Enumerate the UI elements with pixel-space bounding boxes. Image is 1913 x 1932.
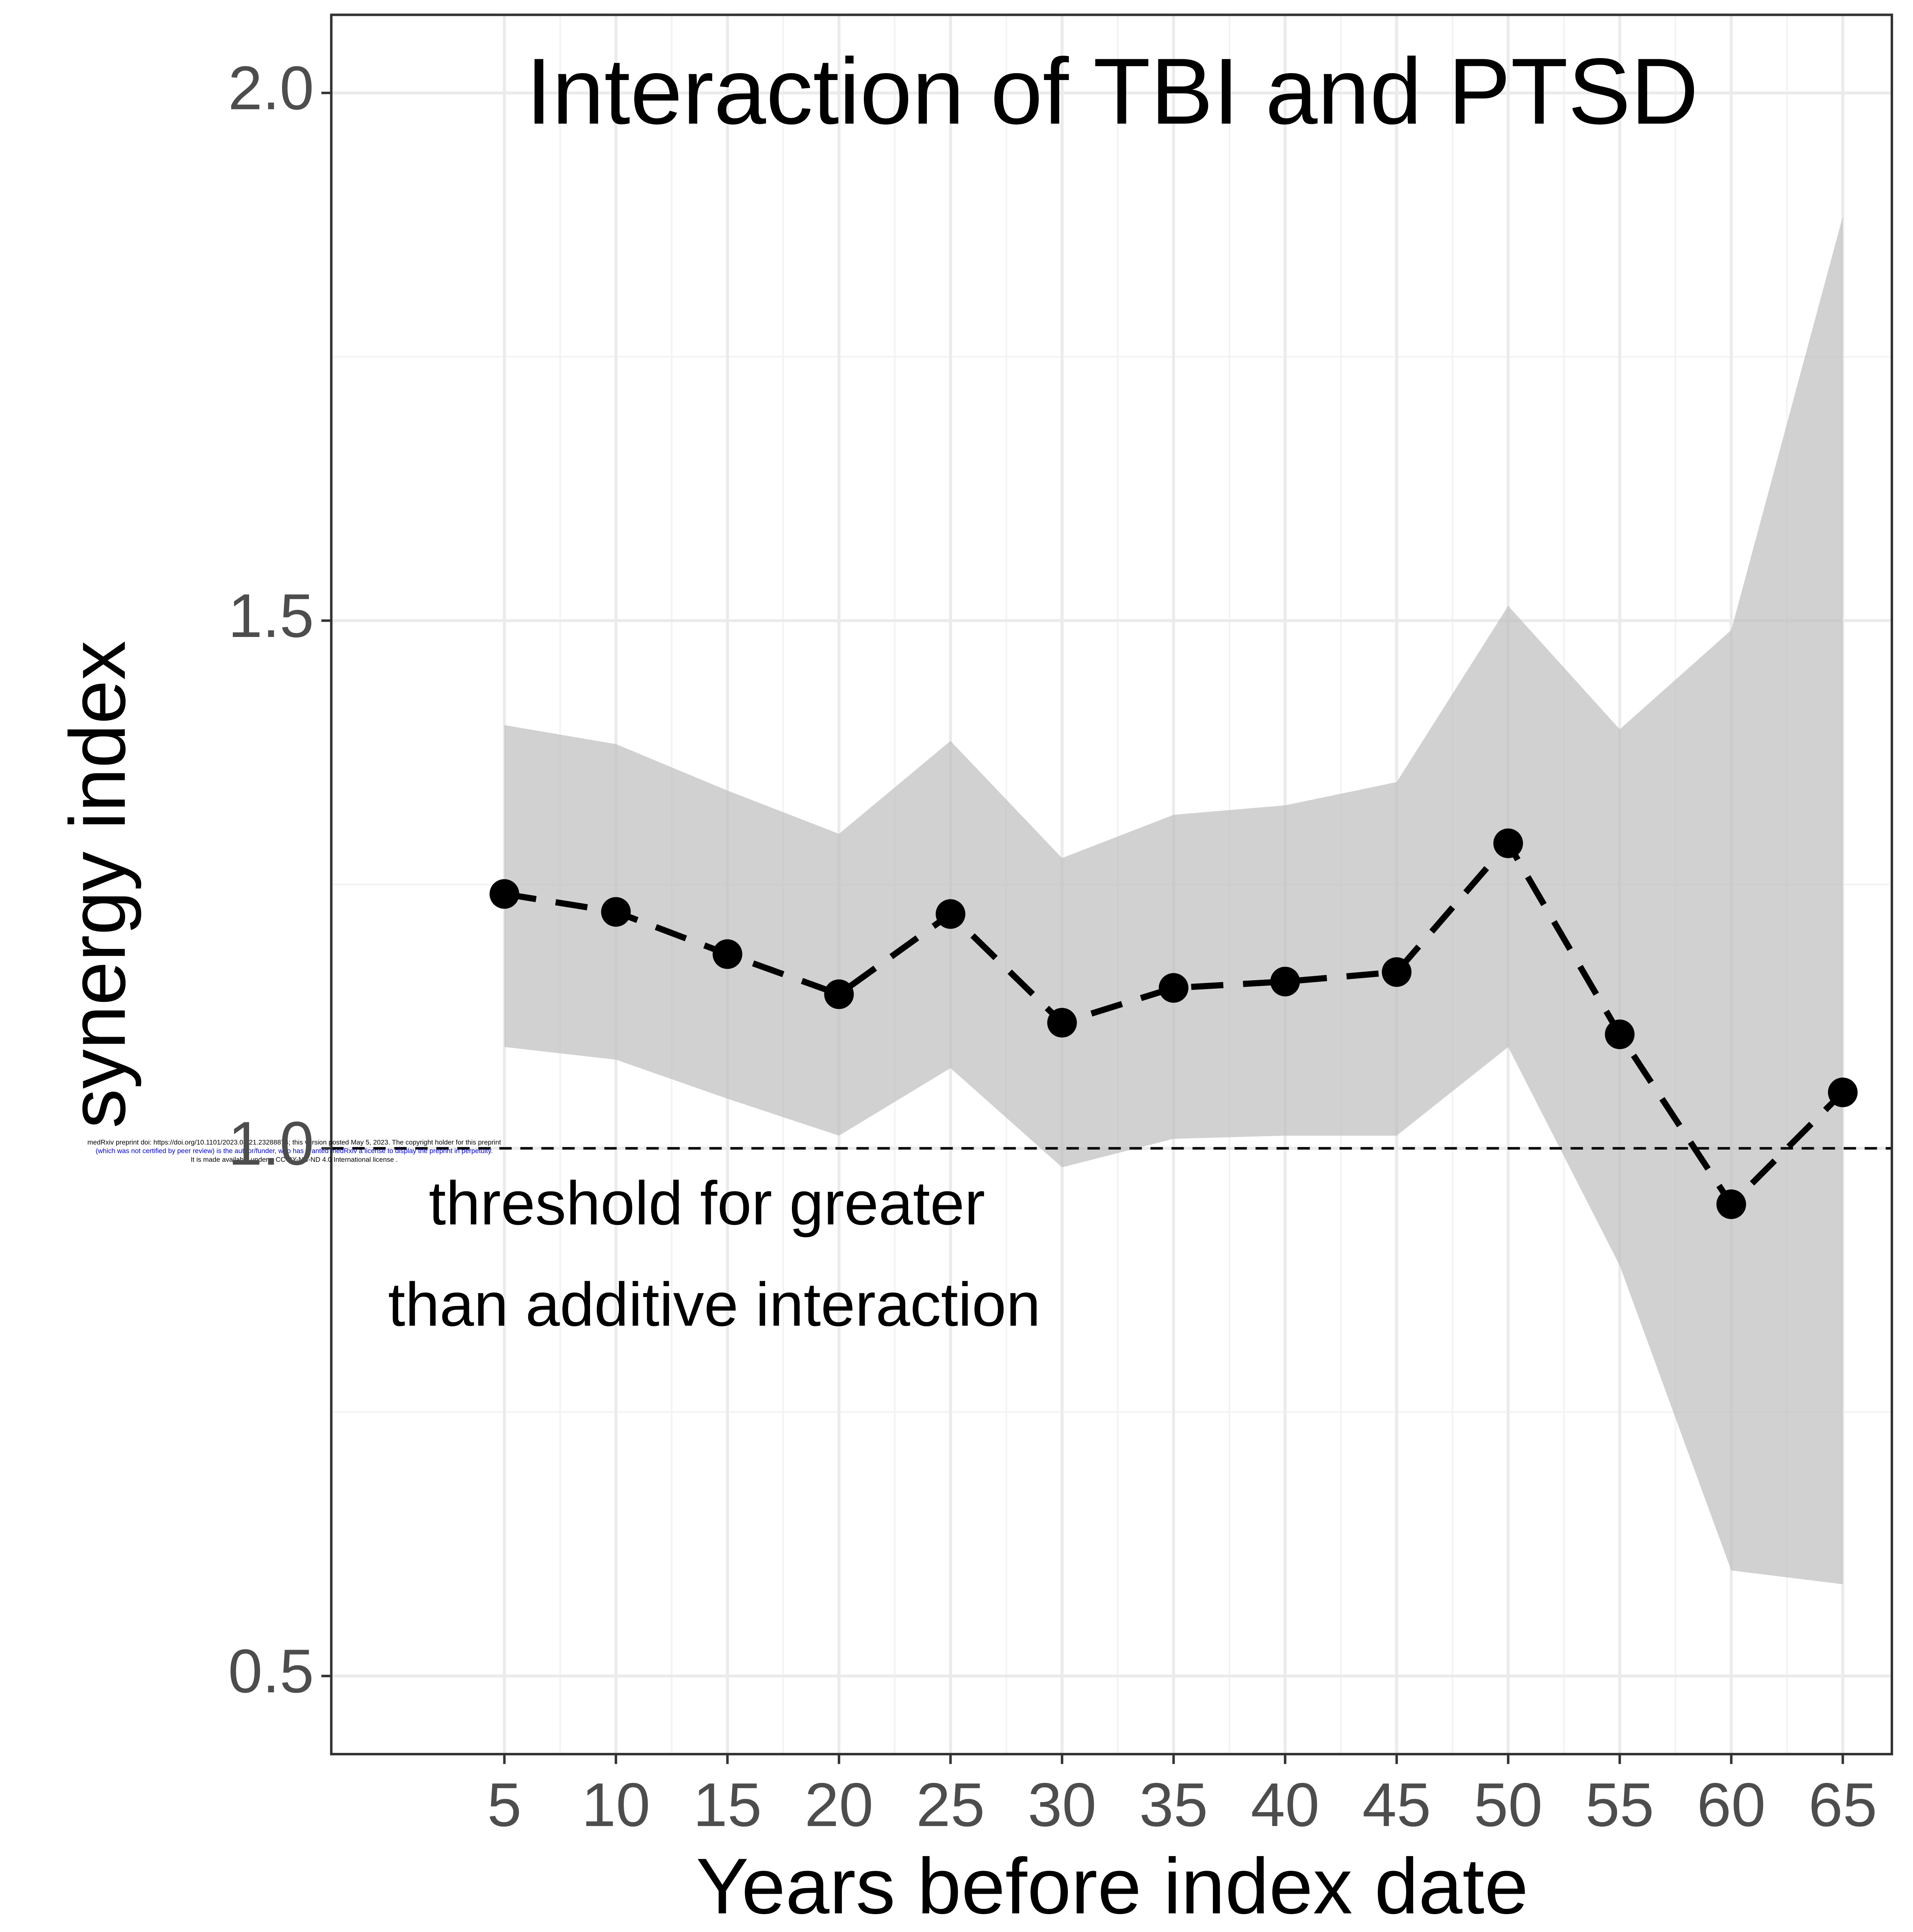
- confidence-band: [504, 216, 1843, 1584]
- x-tick-label: 50: [1474, 1770, 1542, 1839]
- watermark: (which was not certified by peer review)…: [95, 1147, 492, 1155]
- annotation: threshold for greater: [429, 1169, 985, 1238]
- annotation: than additive interaction: [388, 1270, 1041, 1339]
- x-tick-label: 35: [1139, 1770, 1208, 1839]
- x-tick-label: 55: [1585, 1770, 1654, 1839]
- point: [601, 897, 631, 927]
- point: [489, 879, 519, 909]
- y-axis-label: synergy index: [54, 641, 142, 1128]
- y-tick-label: 1.5: [228, 581, 314, 650]
- point: [1716, 1189, 1746, 1219]
- x-tick-label: 60: [1697, 1770, 1766, 1839]
- point: [1605, 1019, 1635, 1049]
- point: [935, 899, 965, 929]
- x-tick-label: 10: [581, 1770, 650, 1839]
- point: [1270, 966, 1300, 996]
- panel-border: [330, 13, 1893, 1756]
- chart-title: Interaction of TBI and PTSD: [526, 39, 1698, 143]
- watermark: It is made available under a CC-BY-NC-ND…: [191, 1156, 398, 1163]
- point: [1828, 1077, 1858, 1107]
- x-tick-label: 45: [1362, 1770, 1431, 1839]
- x-tick-label: 30: [1028, 1770, 1096, 1839]
- x-tick-label: 25: [916, 1770, 985, 1839]
- point: [1158, 973, 1189, 1003]
- y-tick-label: 1.0: [228, 1109, 314, 1178]
- point: [712, 939, 742, 969]
- point: [1493, 828, 1523, 858]
- y-tick-label: 0.5: [228, 1637, 314, 1706]
- x-tick-label: 20: [805, 1770, 873, 1839]
- x-tick-label: 5: [487, 1770, 522, 1839]
- point: [1047, 1008, 1077, 1038]
- x-tick-label: 40: [1251, 1770, 1319, 1839]
- point: [1382, 957, 1412, 987]
- watermark: medRxiv preprint doi: https://doi.org/10…: [87, 1138, 501, 1146]
- point: [824, 979, 854, 1009]
- plot: [331, 216, 1892, 1584]
- x-axis-label: Years before index date: [696, 1842, 1529, 1930]
- x-tick-label: 15: [693, 1770, 762, 1839]
- y-tick-label: 2.0: [228, 54, 314, 123]
- x-tick-label: 65: [1809, 1770, 1877, 1839]
